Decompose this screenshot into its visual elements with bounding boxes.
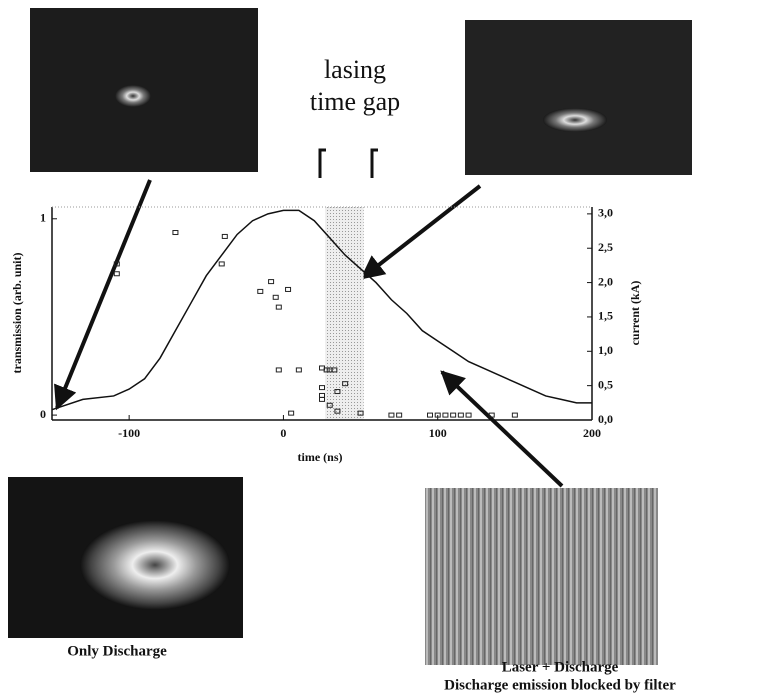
caption: Laser + Discharge xyxy=(502,659,619,675)
y2-tick-label: 1,5 xyxy=(598,309,613,323)
point xyxy=(172,230,179,236)
x-tick-label: -100 xyxy=(118,426,140,440)
point xyxy=(319,385,325,391)
point xyxy=(427,412,433,418)
point xyxy=(113,261,120,267)
point xyxy=(319,392,325,398)
point xyxy=(319,396,325,402)
current-line xyxy=(51,209,592,411)
spot xyxy=(543,108,607,132)
caption: Only Discharge xyxy=(67,643,167,659)
x-tick-label: 100 xyxy=(429,426,447,440)
point xyxy=(334,389,341,395)
plot: -100 0 100 200 0 1 0,0 0,5 1,0 1,5 2,0 2,5 3,0 xyxy=(40,206,613,440)
point xyxy=(295,367,302,373)
point xyxy=(488,412,495,418)
annotation: time gap xyxy=(310,87,400,116)
y-tick-label: 0 xyxy=(40,407,46,421)
y2-tick-label: 2,0 xyxy=(598,274,613,288)
bracket xyxy=(318,148,326,178)
image-top-right xyxy=(465,20,692,175)
spot xyxy=(80,520,230,610)
point xyxy=(288,410,295,416)
shaded-region xyxy=(325,207,364,420)
point xyxy=(434,412,441,418)
arrow xyxy=(360,184,482,280)
point xyxy=(388,412,395,418)
y2-tick-label: 0,0 xyxy=(598,412,613,426)
x-tick-label: 200 xyxy=(583,426,601,440)
annotation: lasing xyxy=(324,55,386,84)
x-tick-label: 0 xyxy=(280,426,286,440)
y-axis-label: transmission (arb. unit) xyxy=(10,252,24,373)
point xyxy=(113,271,120,277)
point xyxy=(268,279,275,285)
point xyxy=(285,286,292,292)
point xyxy=(257,288,264,294)
point xyxy=(396,412,403,418)
y2-tick-label: 3,0 xyxy=(598,206,613,220)
point xyxy=(457,412,464,418)
point xyxy=(334,408,341,414)
y2-tick-label: 2,5 xyxy=(598,240,613,254)
y-tick-label: 1 xyxy=(40,211,46,225)
point xyxy=(275,367,282,373)
image-bottom-right xyxy=(425,488,658,665)
point xyxy=(221,233,228,239)
point xyxy=(275,304,282,310)
bracket xyxy=(370,148,378,178)
point xyxy=(218,261,225,267)
point xyxy=(326,402,333,408)
x-axis-label: time (ns) xyxy=(298,450,343,464)
arrow xyxy=(54,179,152,411)
point xyxy=(323,367,330,373)
point xyxy=(272,294,279,300)
point xyxy=(511,412,518,418)
point xyxy=(331,367,338,373)
y2-axis-label: current (kA) xyxy=(628,281,642,346)
y2-tick-label: 1,0 xyxy=(598,343,613,357)
point xyxy=(450,412,457,418)
spot xyxy=(115,85,151,107)
point xyxy=(342,381,349,387)
caption: Discharge emission blocked by filter xyxy=(444,677,676,693)
y2-tick-label: 0,5 xyxy=(598,377,613,391)
point xyxy=(357,410,364,416)
arrow xyxy=(440,370,564,488)
point xyxy=(442,412,449,418)
point xyxy=(465,412,472,418)
